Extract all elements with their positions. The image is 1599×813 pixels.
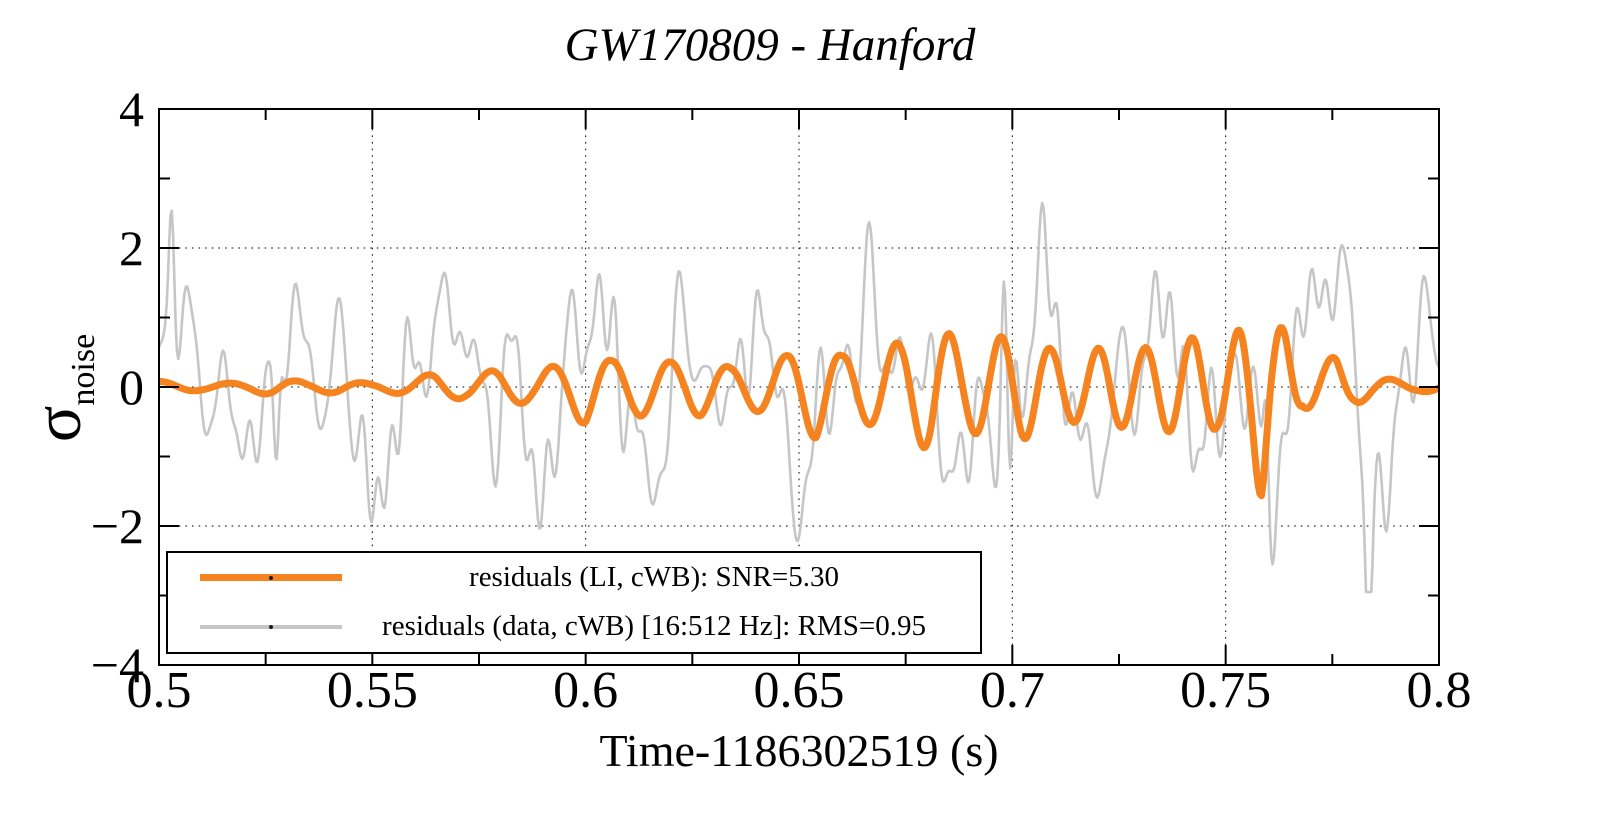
y-tick-label: 2 [119,220,144,276]
x-tick-label: 0.55 [326,662,418,719]
y-tick-label: −4 [90,637,144,693]
x-tick-label: 0.7 [979,662,1045,719]
legend-label-li-cwb: residuals (LI, cWB): SNR=5.30 [469,560,839,593]
legend-entry-li-cwb: residuals (LI, cWB): SNR=5.30 [168,553,980,603]
legend-marker-dot [269,625,273,630]
series-curves [159,201,1439,594]
legend-box: residuals (LI, cWB): SNR=5.30 residuals … [166,551,982,654]
chart-title: GW170809 - Hanford [564,19,976,71]
x-axis-label: Time-1186302519 (s) [599,725,999,776]
x-tick-label: 0.6 [553,662,619,719]
series-path-1 [159,324,1439,500]
x-tick-label: 0.5 [126,662,192,719]
legend-line-sample-data-cwb [200,625,342,630]
legend-line-sample-li-cwb [200,574,342,582]
y-tick-label: 4 [119,81,144,137]
legend-marker-dot [269,575,273,580]
legend-label-data-cwb: residuals (data, cWB) [16:512 Hz]: RMS=0… [382,610,926,643]
y-tick-label: 0 [119,359,144,415]
y-tick-label: −2 [90,498,144,554]
x-tick-label: 0.8 [1406,662,1472,719]
x-tick-label: 0.65 [753,662,845,719]
x-tick-label: 0.75 [1180,662,1272,719]
legend-entry-data-cwb: residuals (data, cWB) [16:512 Hz]: RMS=0… [168,603,980,653]
